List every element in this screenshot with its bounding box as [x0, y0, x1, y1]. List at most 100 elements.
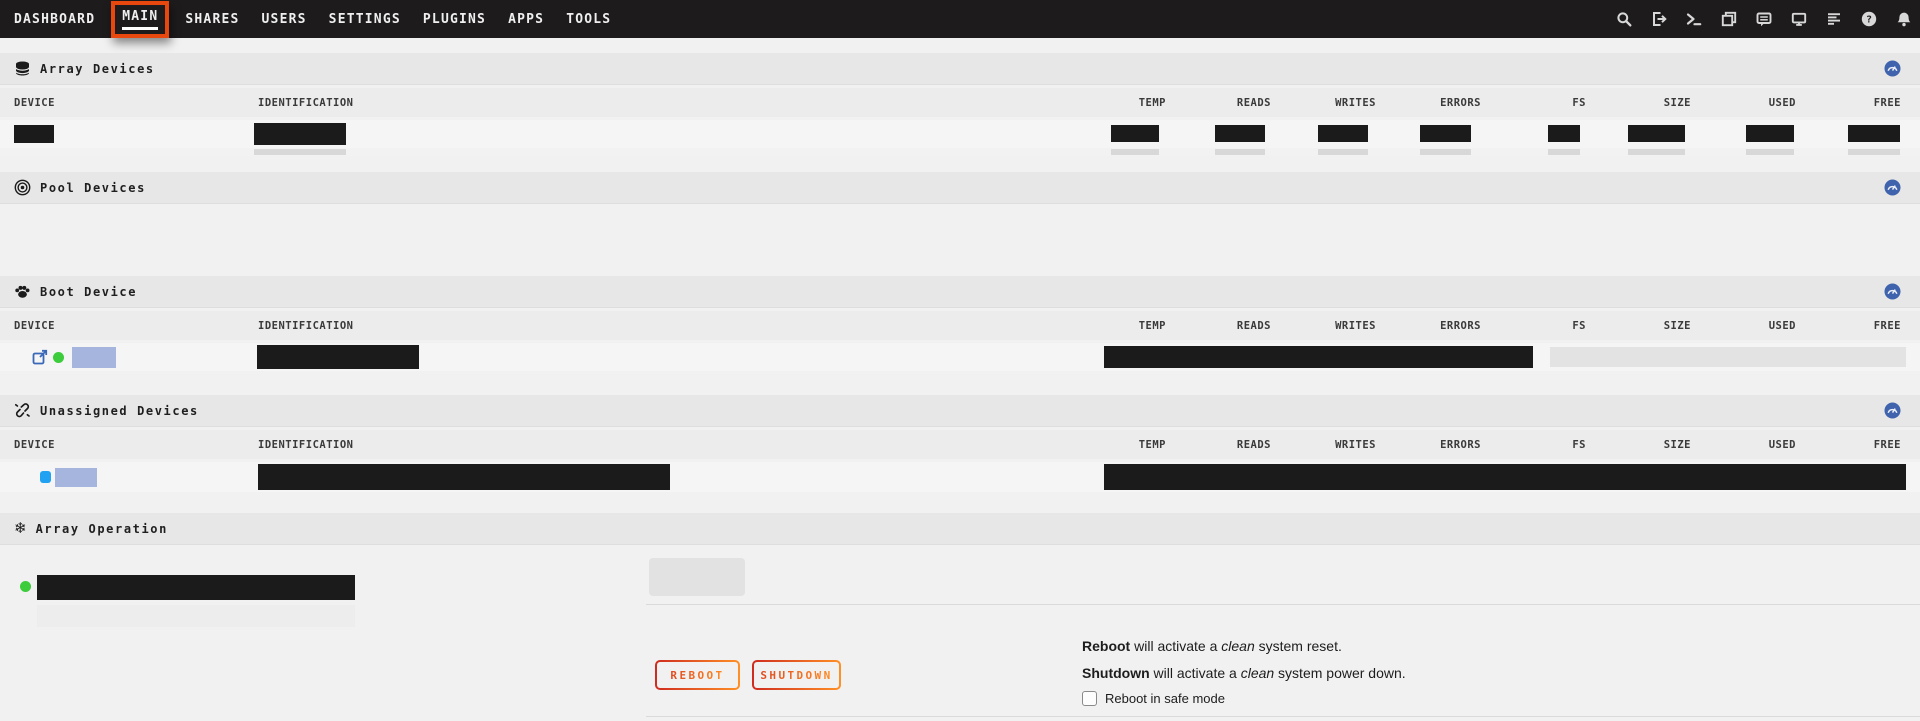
redacted-device: [14, 125, 54, 143]
nav-item-shares[interactable]: SHARES: [185, 12, 239, 27]
nav-item-main[interactable]: MAIN: [111, 0, 170, 38]
redacted-sub-value: [1215, 149, 1265, 155]
help-icon[interactable]: ?: [1861, 11, 1877, 27]
shutdown-note-tail: system power down.: [1274, 665, 1406, 681]
reboot-note-lead: Reboot: [1082, 638, 1131, 654]
column-header-reads: READS: [1236, 320, 1271, 332]
redacted-temp: [1111, 125, 1159, 142]
redacted-sub-value: [1746, 149, 1794, 155]
section-title: Array Operation: [35, 521, 168, 536]
column-header-writes: WRITES: [1335, 439, 1376, 451]
redacted-array-status: [37, 575, 355, 600]
right-columns: TEMP READS WRITES ERRORS FS SIZE USED FR…: [1061, 97, 1901, 109]
gauge-icon[interactable]: [1884, 179, 1901, 196]
redacted-usage: [1550, 347, 1906, 367]
section-pool-devices: Pool Devices: [0, 172, 1920, 204]
column-header-free: FREE: [1873, 320, 1901, 332]
redacted-identification: [254, 123, 346, 145]
reboot-note: Reboot will activate a clean system rese…: [1082, 637, 1342, 655]
shutdown-note: Shutdown will activate a clean system po…: [1082, 664, 1406, 682]
column-header-identification: IDENTIFICATION: [258, 320, 354, 332]
nav-item-label: DASHBOARD: [14, 11, 96, 27]
safe-mode-checkbox[interactable]: [1082, 691, 1097, 706]
sign-out-icon[interactable]: [1651, 11, 1667, 27]
redacted-device-link[interactable]: [55, 468, 97, 487]
array-devices-table-header: DEVICE IDENTIFICATION TEMP READS WRITES …: [0, 88, 1920, 117]
column-header-temp: TEMP: [1138, 439, 1166, 451]
redacted-used: [1746, 125, 1794, 142]
column-header-reads: READS: [1236, 97, 1271, 109]
monitor-icon[interactable]: [1791, 11, 1807, 27]
redacted-fs: [1548, 125, 1580, 142]
gauge-icon[interactable]: [1884, 283, 1901, 300]
redacted-reads: [1215, 125, 1265, 142]
column-header-fs: FS: [1572, 97, 1586, 109]
redacted-writes: [1318, 125, 1368, 142]
svg-text:?: ?: [1866, 14, 1872, 25]
disabled-array-button: [649, 558, 745, 596]
reboot-button[interactable]: REBOOT: [655, 660, 740, 690]
nav-item-label: TOOLS: [566, 11, 612, 27]
log-icon[interactable]: [1826, 11, 1842, 27]
column-header-temp: TEMP: [1138, 320, 1166, 332]
column-header-errors: ERRORS: [1440, 320, 1481, 332]
column-header-free: FREE: [1873, 439, 1901, 451]
column-header-device: DEVICE: [14, 97, 55, 109]
column-header-used: USED: [1768, 320, 1796, 332]
unassigned-device-row: [0, 462, 1920, 492]
reboot-button-label: REBOOT: [670, 668, 725, 682]
redacted-sub-value: [1848, 149, 1900, 155]
boot-device-row: [0, 343, 1920, 371]
snowflake-icon: ❄: [14, 520, 27, 537]
device-square-icon[interactable]: [40, 471, 51, 483]
nav-item-label: USERS: [261, 11, 307, 27]
paw-icon: [14, 283, 31, 300]
nav-item-settings[interactable]: SETTINGS: [329, 12, 401, 27]
column-header-device: DEVICE: [14, 320, 55, 332]
section-array-devices: Array Devices: [0, 53, 1920, 85]
nav-icon-bar: ?: [1616, 0, 1912, 38]
right-columns: TEMP READS WRITES ERRORS FS SIZE USED FR…: [1061, 439, 1901, 451]
redacted-free: [1848, 125, 1900, 142]
top-nav: DASHBOARD MAIN SHARES USERS SETTINGS PLU…: [0, 0, 1920, 38]
gauge-icon[interactable]: [1884, 402, 1901, 419]
terminal-icon[interactable]: [1686, 11, 1702, 27]
column-header-errors: ERRORS: [1440, 439, 1481, 451]
column-header-errors: ERRORS: [1440, 97, 1481, 109]
column-header-writes: WRITES: [1335, 97, 1376, 109]
external-link-icon[interactable]: [32, 349, 48, 365]
redacted-identification: [258, 464, 670, 490]
safe-mode-row: Reboot in safe mode: [1082, 691, 1225, 706]
column-header-size: SIZE: [1663, 320, 1691, 332]
nav-item-tools[interactable]: TOOLS: [566, 12, 611, 27]
copy-icon[interactable]: [1721, 11, 1737, 27]
column-header-temp: TEMP: [1138, 97, 1166, 109]
reboot-note-em: clean: [1221, 638, 1255, 654]
unassigned-devices-table-header: DEVICE IDENTIFICATION TEMP READS WRITES …: [0, 430, 1920, 459]
safe-mode-label: Reboot in safe mode: [1105, 691, 1225, 706]
redacted-device-link[interactable]: [72, 347, 116, 368]
redacted-array-substatus: [37, 605, 355, 627]
shutdown-note-em: clean: [1240, 665, 1275, 681]
nav-item-apps[interactable]: APPS: [508, 12, 544, 27]
database-icon: [14, 60, 31, 77]
nav-item-dashboard[interactable]: DASHBOARD: [14, 12, 95, 27]
bell-icon[interactable]: [1896, 11, 1912, 27]
nav-menu: DASHBOARD MAIN SHARES USERS SETTINGS PLU…: [0, 0, 611, 38]
section-array-operation: ❄ Array Operation: [0, 513, 1920, 545]
divider: [646, 716, 1920, 717]
section-boot-device: Boot Device: [0, 276, 1920, 308]
nav-item-plugins[interactable]: PLUGINS: [423, 12, 486, 27]
page-gap: [0, 38, 1920, 53]
shutdown-button[interactable]: SHUTDOWN: [752, 660, 841, 690]
gauge-icon[interactable]: [1884, 60, 1901, 77]
nav-item-users[interactable]: USERS: [262, 12, 307, 27]
array-operation-content: REBOOT SHUTDOWN Reboot will activate a c…: [0, 545, 1920, 721]
disc-icon: [14, 179, 31, 196]
search-icon[interactable]: [1616, 11, 1632, 27]
reboot-note-mid: will activate a: [1130, 638, 1222, 654]
redacted-sub-value: [1111, 149, 1159, 155]
feedback-icon[interactable]: [1756, 11, 1772, 27]
redacted-sub-identification: [254, 149, 346, 155]
redacted-sub-value: [1548, 149, 1580, 155]
